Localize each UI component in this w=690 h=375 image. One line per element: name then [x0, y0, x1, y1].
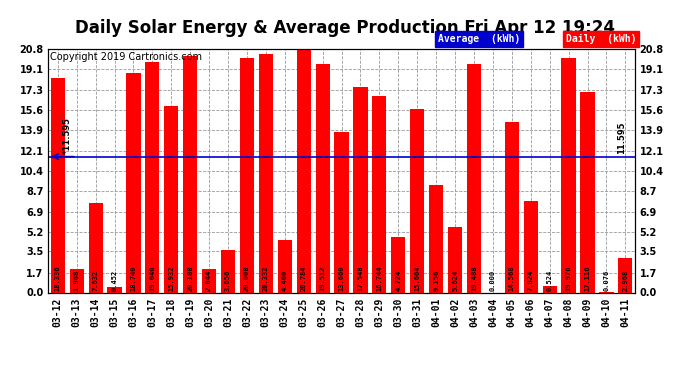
Text: 17.548: 17.548	[357, 265, 364, 291]
Bar	[562, 58, 575, 292]
Text: 2.968: 2.968	[622, 270, 629, 291]
Text: 19.488: 19.488	[471, 265, 477, 291]
Bar	[524, 201, 538, 292]
Bar	[259, 54, 273, 292]
Bar	[410, 109, 424, 292]
Text: 13.660: 13.660	[339, 265, 344, 291]
Bar	[297, 49, 310, 292]
Bar	[580, 92, 595, 292]
Bar	[353, 87, 368, 292]
Text: 19.976: 19.976	[566, 265, 571, 291]
Text: 0.452: 0.452	[112, 270, 117, 291]
Text: 0.524: 0.524	[546, 270, 553, 291]
Bar	[504, 122, 519, 292]
Text: 20.008: 20.008	[244, 265, 250, 291]
Bar	[183, 56, 197, 292]
Text: Copyright 2019 Cartronics.com: Copyright 2019 Cartronics.com	[50, 52, 202, 62]
Text: 0.076: 0.076	[604, 270, 609, 291]
Bar	[202, 268, 216, 292]
Text: 20.188: 20.188	[187, 265, 193, 291]
Text: Daily  (kWh): Daily (kWh)	[566, 34, 636, 44]
Text: 4.724: 4.724	[395, 270, 402, 291]
Bar	[164, 106, 179, 292]
Text: 7.824: 7.824	[528, 270, 534, 291]
Text: 16.744: 16.744	[376, 265, 382, 291]
Bar	[618, 258, 633, 292]
Text: 3.656: 3.656	[225, 270, 231, 291]
Text: 9.156: 9.156	[433, 270, 439, 291]
Text: 5.624: 5.624	[452, 270, 458, 291]
Text: 20.784: 20.784	[301, 265, 307, 291]
Text: 20.332: 20.332	[263, 265, 269, 291]
Text: 2.044: 2.044	[206, 270, 212, 291]
Text: 1.968: 1.968	[74, 270, 79, 291]
Text: 0.000: 0.000	[490, 270, 496, 291]
Text: 19.640: 19.640	[149, 265, 155, 291]
Text: 7.632: 7.632	[92, 270, 99, 291]
Bar	[50, 78, 65, 292]
Bar	[391, 237, 406, 292]
Text: 18.740: 18.740	[130, 265, 137, 291]
Text: 15.664: 15.664	[414, 265, 420, 291]
Bar	[429, 185, 443, 292]
Bar	[70, 269, 83, 292]
Text: *11.595: *11.595	[63, 117, 72, 154]
Bar	[126, 73, 141, 292]
Bar	[448, 226, 462, 292]
Bar	[221, 250, 235, 292]
Text: 15.932: 15.932	[168, 265, 175, 291]
Bar	[146, 62, 159, 292]
Text: 18.336: 18.336	[55, 265, 61, 291]
Text: 17.116: 17.116	[584, 265, 591, 291]
Text: 14.568: 14.568	[509, 265, 515, 291]
Bar	[373, 96, 386, 292]
Text: 19.512: 19.512	[319, 265, 326, 291]
Bar	[108, 287, 121, 292]
Text: 11.595: 11.595	[617, 122, 626, 154]
Text: Daily Solar Energy & Average Production Fri Apr 12 19:24: Daily Solar Energy & Average Production …	[75, 19, 615, 37]
Bar	[467, 64, 481, 292]
Text: 4.460: 4.460	[282, 270, 288, 291]
Bar	[335, 132, 348, 292]
Bar	[88, 203, 103, 292]
Bar	[240, 58, 254, 292]
Bar	[315, 64, 330, 292]
Text: Average  (kWh): Average (kWh)	[438, 34, 520, 44]
Bar	[277, 240, 292, 292]
Bar	[542, 286, 557, 292]
